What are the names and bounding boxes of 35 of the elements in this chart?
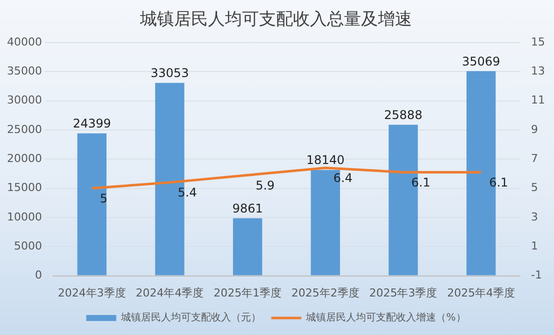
chart-title: 城镇居民人均可支配收入总量及增速: [139, 10, 412, 30]
data-label: 5: [100, 191, 108, 206]
legend-label: 城镇居民人均可支配收入（元）: [120, 312, 262, 324]
x-tick-label: 2024年3季度: [58, 286, 126, 300]
data-label: 25888: [384, 108, 422, 122]
y2-tick-label: 9: [531, 122, 538, 136]
y-tick-label: 40000: [6, 35, 42, 48]
y2-tick-label: 3: [531, 210, 538, 224]
y-tick-label: 35000: [6, 64, 42, 78]
x-tick-label: 2025年2季度: [291, 286, 360, 300]
x-tick-label: 2025年3季度: [369, 286, 438, 300]
y2-tick-label: -1: [531, 268, 542, 282]
data-label: 18140: [306, 153, 345, 168]
data-label: 5.9: [256, 178, 275, 192]
y2-tick-label: 13: [531, 64, 546, 78]
y2-tick-label: 11: [531, 94, 546, 107]
y2-tick-label: 15: [531, 35, 546, 48]
data-label: 9861: [232, 201, 263, 216]
x-tick-label: 2025年1季度: [214, 286, 282, 300]
legend-label: 城镇居民人均可支配收入增速（%）: [305, 312, 466, 324]
y-tick-label: 20000: [6, 152, 42, 165]
y-tick-label: 30000: [6, 94, 42, 107]
y2-tick-label: 7: [531, 152, 538, 165]
x-tick-label: 2024年4季度: [136, 286, 204, 300]
x-tick-label: 2025年4季度: [447, 286, 516, 300]
y2-tick-label: 1: [531, 239, 538, 252]
y-tick-label: 10000: [6, 210, 42, 224]
y2-tick-label: 5: [531, 181, 538, 194]
data-label: 24399: [72, 116, 112, 131]
data-label: 35069: [462, 54, 500, 68]
y-tick-label: 15000: [6, 181, 42, 194]
y-tick-label: 5000: [14, 239, 42, 252]
data-label: 33053: [150, 66, 189, 80]
y-tick-label: 0: [34, 268, 42, 282]
y-tick-label: 25000: [6, 122, 42, 136]
